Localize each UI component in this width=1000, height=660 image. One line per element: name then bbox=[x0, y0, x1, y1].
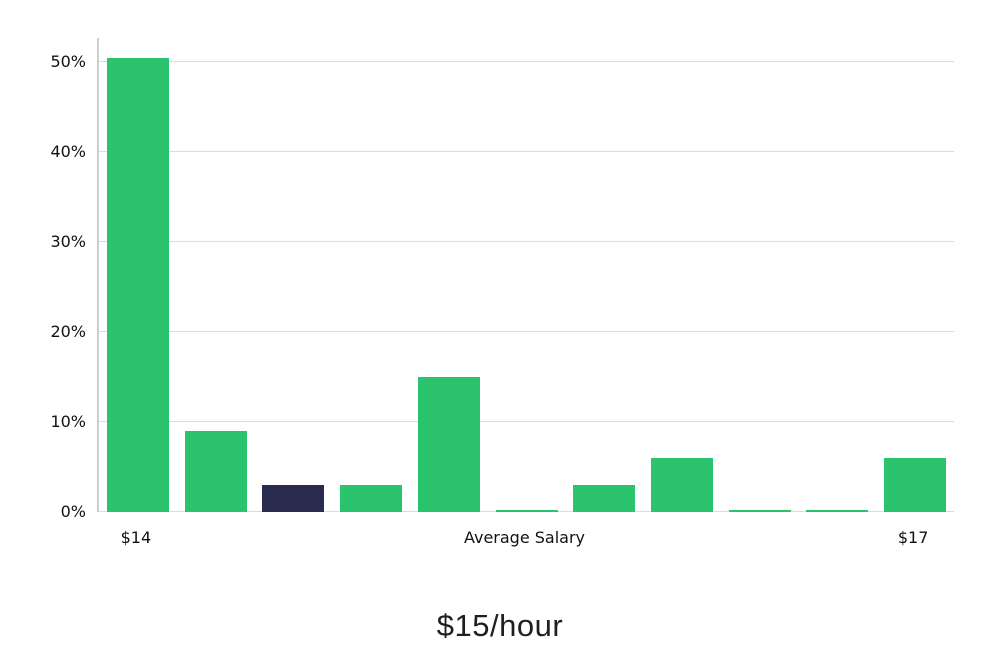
bar bbox=[340, 485, 403, 512]
bar bbox=[806, 510, 869, 512]
y-tick-label: 40% bbox=[50, 142, 86, 162]
bar bbox=[417, 377, 480, 512]
y-tick-label: 0% bbox=[60, 502, 86, 521]
gridline bbox=[99, 331, 954, 333]
x-tick-label: Average Salary bbox=[463, 528, 586, 547]
chart-title: $15/hour bbox=[436, 608, 564, 643]
y-axis: 0% 10% 20% 30% 40% 50% bbox=[0, 38, 86, 521]
bars bbox=[99, 38, 954, 512]
bar bbox=[728, 510, 791, 512]
y-tick-label: 20% bbox=[50, 322, 86, 342]
gridline bbox=[99, 61, 954, 63]
y-tick-label: 10% bbox=[50, 412, 86, 432]
bar bbox=[650, 458, 713, 512]
bar bbox=[573, 485, 636, 512]
y-tick-label: 30% bbox=[50, 232, 86, 252]
bar bbox=[884, 458, 947, 512]
gridline bbox=[99, 151, 954, 153]
x-tick-label: $17 bbox=[897, 528, 929, 547]
gridline bbox=[99, 241, 954, 243]
bar bbox=[495, 510, 558, 512]
bar bbox=[106, 57, 169, 512]
x-tick-label: $14 bbox=[120, 528, 152, 547]
plot-area bbox=[97, 38, 954, 512]
x-axis: $14 Average Salary $17 bbox=[97, 528, 952, 554]
gridline bbox=[99, 421, 954, 423]
bar bbox=[184, 431, 247, 512]
bar-highlighted bbox=[262, 485, 325, 512]
y-tick-label: 50% bbox=[50, 52, 86, 72]
